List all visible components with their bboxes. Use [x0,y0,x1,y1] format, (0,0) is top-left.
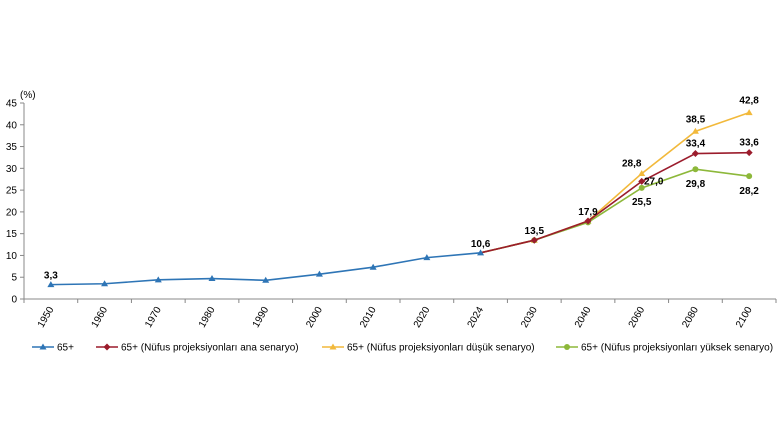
data-point-marker [369,263,377,270]
data-point-marker [101,280,109,287]
series-2 [480,109,753,254]
data-label: 3,3 [44,271,58,282]
x-tick-label: 2100 [734,305,755,330]
data-point-marker [745,109,753,116]
data-point-marker [638,177,646,185]
series-3 [480,166,753,254]
x-tick-label: 2080 [680,305,701,330]
x-tick-label: 2024 [466,305,487,330]
series-line [480,168,750,254]
data-point-marker [208,275,216,282]
x-tick-label: 2020 [412,305,433,330]
series-1 [480,149,753,254]
legend: 65+ 65+ (Nüfus projeksiyonları ana senary… [32,343,773,354]
legend-item: 65+ (Nüfus projeksiyonları yüksek senary… [556,343,773,354]
data-point-marker [477,249,485,256]
y-tick-label: 10 [6,251,18,262]
data-label: 33,4 [686,139,706,150]
legend-label: 65+ [57,343,74,354]
data-label: 38,5 [686,114,706,125]
legend-label: 65+ (Nüfus projeksiyonları yüksek senary… [581,343,773,354]
data-point-marker [692,166,699,173]
series-0 [47,249,485,288]
y-tick-label: 40 [6,120,18,131]
y-tick-label: 45 [6,99,18,110]
data-point-marker [691,127,699,134]
x-tick-label: 1960 [90,305,111,330]
y-tick-label: 25 [6,186,18,197]
data-point-marker [315,270,323,277]
data-label: 33,6 [739,138,759,149]
legend-item: 65+ (Nüfus projeksiyonları ana senaryo) [96,343,299,354]
x-tick-label: 1970 [143,305,164,330]
series-line [480,111,750,254]
y-tick-label: 35 [6,142,18,153]
y-tick-label: 20 [6,207,18,218]
data-label: 13,5 [525,226,545,237]
series-line [480,151,750,254]
data-point-marker [638,170,646,177]
data-label: 28,8 [622,159,642,170]
y-tick-label: 15 [6,229,18,240]
data-labels-layer: 3,3 10,6 13,5 17,9 27,0 33,4 33,6 28,8 38,5 42,8 2… [44,96,759,282]
data-point-marker [584,217,592,225]
data-point-marker [638,184,645,191]
data-label: 17,9 [578,207,598,218]
data-point-marker [47,281,55,288]
legend-item: 65+ (Nüfus projeksiyonları düşük senaryo… [322,343,535,354]
data-point-marker [262,276,270,283]
data-label: 42,8 [739,96,759,107]
x-tick-label: 2000 [304,305,325,330]
legend-marker [39,343,47,350]
y-tick-label: 30 [6,164,18,175]
legend-marker [564,344,570,350]
x-tick-label: 1990 [251,305,272,330]
data-label: 29,8 [686,179,706,190]
x-tick-label: 2040 [573,305,594,330]
series-layer [47,109,753,288]
data-label: 25,5 [632,197,652,208]
data-label: 10,6 [471,239,491,250]
data-point-marker [154,276,162,283]
x-tick-label: 2060 [627,305,648,330]
y-tick-label: 0 [11,295,17,306]
x-tick-label: 2010 [358,305,379,330]
x-tick-label: 1980 [197,305,218,330]
data-point-marker [745,149,753,157]
y-tick-label: 5 [11,273,17,284]
axes: 0 5 10 15 20 25 30 35 40 45 1950 1960 1970 1980 1990 20… [6,99,777,330]
data-point-marker [746,173,753,180]
data-label: 27,0 [644,176,664,187]
data-point-marker [423,254,431,261]
data-point-marker [691,150,699,158]
legend-item: 65+ [32,343,74,354]
x-tick-label: 2030 [519,305,540,330]
x-tick-label: 1950 [36,305,57,330]
y-axis-unit-label: (%) [20,90,36,101]
legend-label: 65+ (Nüfus projeksiyonları ana senaryo) [121,343,299,354]
data-point-marker [530,236,538,244]
legend-label: 65+ (Nüfus projeksiyonları düşük senaryo… [347,343,535,354]
legend-marker [329,343,337,350]
legend-marker [103,343,111,351]
data-label: 28,2 [739,186,759,197]
